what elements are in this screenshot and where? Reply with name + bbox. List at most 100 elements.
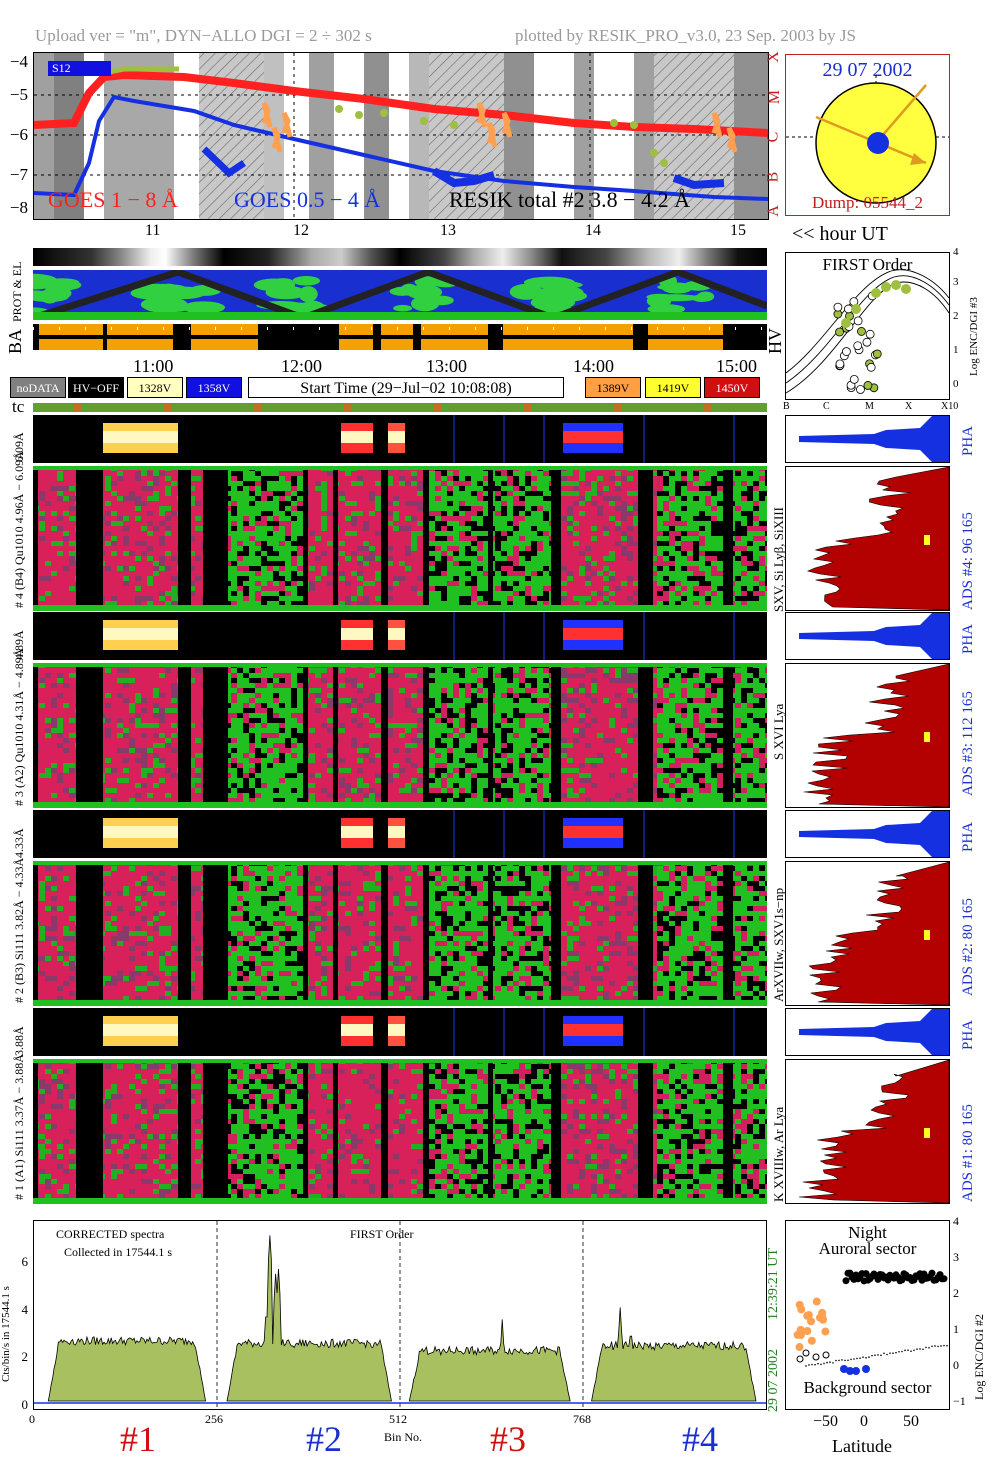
chip-1358v: 1358V <box>186 377 242 398</box>
chip-1328v: 1328V <box>127 377 183 398</box>
fo-y-tick: 3 <box>953 276 959 288</box>
legend-goes-1-8: GOES 1 − 8 Å <box>48 187 178 212</box>
histogram-area <box>785 415 950 1205</box>
pha-panel <box>33 1008 767 1056</box>
ch2-lines-label: ArXVIIw, SXV1s−np <box>771 887 786 1002</box>
ch1-pha-label: 3.88Å <box>12 1026 27 1056</box>
latitude-y-label: Log ENC/DGI #2 <box>972 1314 986 1400</box>
pha-panel <box>33 415 767 463</box>
goes-y-tick: −6 <box>9 125 28 144</box>
spectrogram-panel <box>33 1059 767 1204</box>
hour-unit-label: << hour UT <box>792 223 888 245</box>
lat-y-tick: 0 <box>953 1358 959 1372</box>
lat-y-tick: −1 <box>953 1394 966 1408</box>
spectrogram-panel <box>33 466 767 611</box>
spec-x-tick: 512 <box>389 1412 407 1426</box>
ads3-label: ADS #3: 112 165 <box>960 691 976 796</box>
header-right: plotted by RESIK_PRO_v3.0, 23 Sep. 2003 … <box>515 26 856 45</box>
ads2-label: ADS #2: 80 165 <box>960 898 976 996</box>
lat-y-tick: 3 <box>953 1250 959 1264</box>
auroral-label: Auroral sector <box>818 1239 917 1258</box>
channel-4-marker: #4 <box>682 1419 718 1459</box>
pha-panel <box>33 810 767 858</box>
ads1-label: ADS #1: 80 165 <box>960 1104 976 1202</box>
ch4-spec-label: # 4 (B4) Qu1010 4.96Å − 6.09Å <box>12 451 26 608</box>
fo-x-tick: X <box>905 401 913 412</box>
spec-y-tick: 6 <box>21 1254 29 1269</box>
lat-y-tick: 4 <box>953 1214 959 1228</box>
latitude-box: Night Auroral sector Background sector <box>785 1220 950 1410</box>
spectrum-note-1: CORRECTED spectra <box>56 1227 165 1241</box>
hv-label: HV <box>765 328 785 354</box>
spec-y-tick: 0 <box>21 1397 29 1412</box>
spectrogram-panel <box>33 861 767 1006</box>
ch2-pha-word: PHA <box>960 821 976 852</box>
hour-axis: 11 12 13 14 15 <box>33 222 773 244</box>
first-order-svg <box>786 269 949 394</box>
fo-y-tick: 0 <box>953 378 959 390</box>
spectrum-segment <box>591 1307 757 1402</box>
fo-y-tick: 1 <box>953 344 959 356</box>
goes-y-tick: −5 <box>9 85 28 104</box>
class-tick: B <box>764 171 782 183</box>
fo-x-tick: B <box>783 401 790 412</box>
goes-y-axis: −4 −5 −6 −7 −8 <box>0 52 32 218</box>
start-time: Start Time (29−Jul−02 10:08:08) <box>248 377 564 398</box>
pha-histogram <box>785 415 950 463</box>
hour-tick: 14 <box>585 222 601 239</box>
ads-histogram <box>785 861 950 1006</box>
fo-x-tick: C <box>823 401 830 412</box>
hour-tick: 13 <box>440 222 456 239</box>
legend-goes-05-4: GOES 0.5 − 4 Å <box>234 187 381 212</box>
spectrum-side-date: 29 07 2002 <box>766 1349 781 1412</box>
ch2-pha-text: 4.33Å <box>12 828 26 858</box>
chip-hv-off: HV−OFF <box>68 377 124 398</box>
channel-2-marker: #2 <box>306 1419 342 1459</box>
time-tick: 11:00 <box>133 356 174 376</box>
goes-badge: S12 <box>48 61 111 76</box>
spectrum-center-note: FIRST Order <box>350 1227 414 1241</box>
night-label: Night <box>848 1223 887 1242</box>
spectrum-segment <box>226 1235 392 1402</box>
latitude-y-axis: 4 3 2 1 0 −1 <box>953 1214 967 1414</box>
fo-y-tick: 4 <box>953 246 959 258</box>
ch4-pha-word: PHA <box>960 425 976 456</box>
ch1-pha-text: 3.88Å <box>12 1026 26 1056</box>
class-tick: C <box>764 131 782 143</box>
dump-label: Dump: 05544_2 <box>812 193 923 212</box>
spectrum-chart: CORRECTED spectra Collected in 17544.1 s… <box>33 1220 767 1410</box>
first-order-y-axis: 4 3 2 1 0 <box>953 246 965 406</box>
latitude-x-axis: −50 0 50 <box>785 1413 955 1433</box>
first-order-y-label: Log ENC/DGI #3 <box>968 297 980 376</box>
ch1-pha-word: PHA <box>960 1019 976 1050</box>
sun-date: 29 07 2002 <box>822 59 913 81</box>
lat-y-tick: 2 <box>953 1286 959 1300</box>
spec-y-tick: 4 <box>21 1302 29 1317</box>
pha-histogram <box>785 810 950 858</box>
goes-panel-svg <box>34 53 768 219</box>
fo-x-tick: X10 <box>941 401 959 412</box>
chip-1450v: 1450V <box>704 377 760 398</box>
hour-tick: 11 <box>145 222 161 239</box>
goes-y-tick: −8 <box>9 198 28 217</box>
el-strip <box>33 248 767 266</box>
time-tick: 12:00 <box>281 356 323 376</box>
goes-panel: S12 GOES 1 − 8 Å GOES 0.5 − 4 Å RESIK to… <box>33 52 769 220</box>
spectrum-x-axis: 0 256 512 768 <box>29 1412 773 1428</box>
spec-x-tick: 0 <box>29 1412 35 1426</box>
header-left: Upload ver = "m", DYN−ALLO DGI = 2 ÷ 302… <box>35 26 372 45</box>
ch1-lines-label: K XVIIIw, Ar Lya <box>771 1106 786 1202</box>
ba-strip <box>33 324 767 350</box>
prot-strip-svg <box>33 270 767 320</box>
ch3-pha-word: PHA <box>960 623 976 654</box>
spectrum-y-label: Cts/bin/s in 17544.1 s <box>0 1286 12 1382</box>
time-tick: 15:00 <box>716 356 758 376</box>
class-tick: M <box>766 89 784 105</box>
spectrogram-panel <box>33 663 767 808</box>
ch3-spec-label: # 3 (A2) Qu1010 4.31Å − 4.89Å <box>12 648 26 806</box>
pha-histogram <box>785 1008 950 1056</box>
pha-histogram <box>785 612 950 660</box>
spectrum-svg <box>34 1221 766 1409</box>
spec-x-tick: 256 <box>205 1412 223 1426</box>
prot-strip <box>33 270 767 320</box>
